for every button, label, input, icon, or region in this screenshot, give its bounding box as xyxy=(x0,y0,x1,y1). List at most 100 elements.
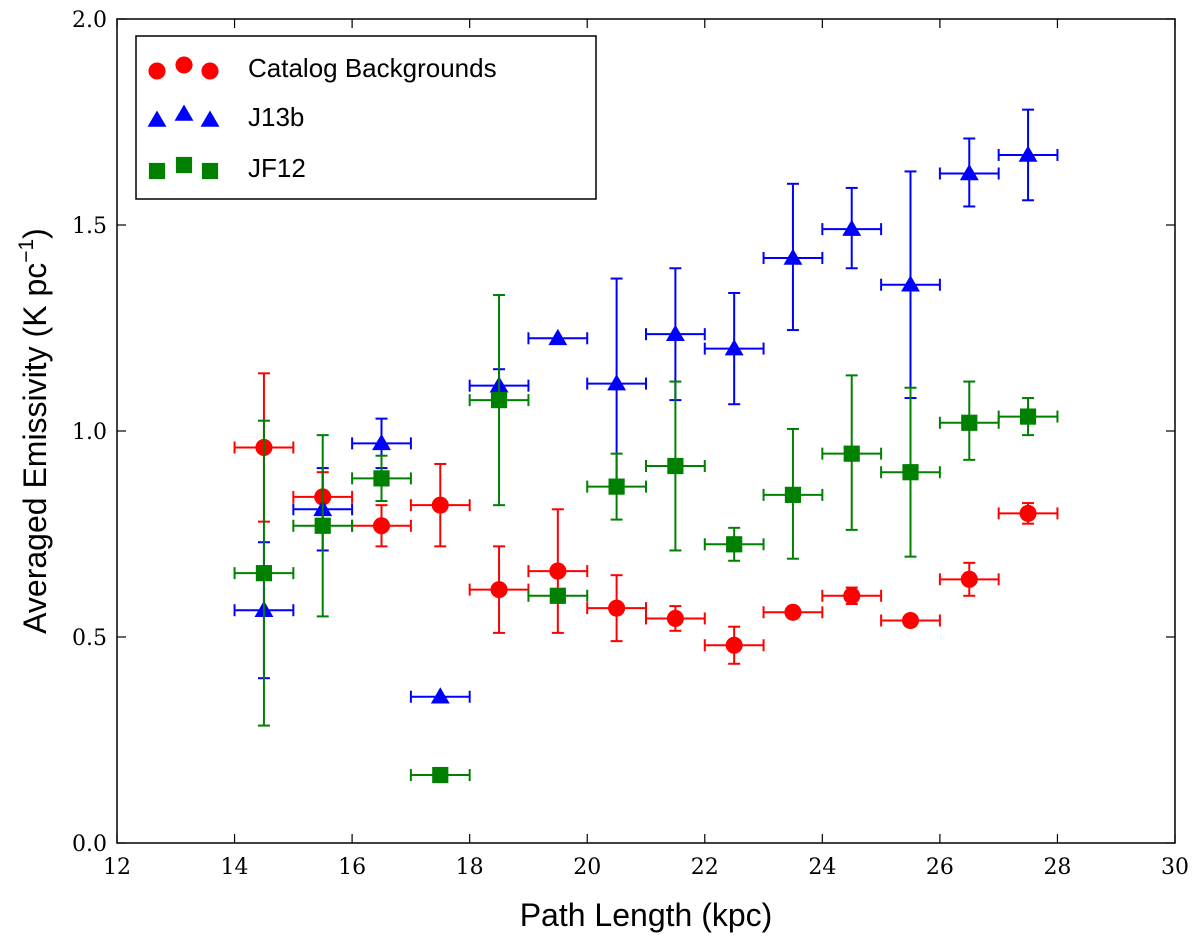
data-point xyxy=(468,545,530,634)
series-j13b xyxy=(233,108,1059,704)
triangle-marker xyxy=(548,328,568,346)
y-tick-label: 1.0 xyxy=(72,420,107,445)
triangle-marker xyxy=(607,374,627,391)
circle-marker xyxy=(960,570,978,588)
x-tick-label: 16 xyxy=(338,855,366,880)
circle-marker xyxy=(490,581,508,599)
circle-marker xyxy=(725,636,743,654)
triangle-marker xyxy=(842,219,862,236)
circle-marker xyxy=(1019,504,1037,522)
legend: Catalog Backgrounds J13b JF12 xyxy=(135,35,597,200)
circle-marker xyxy=(431,496,449,514)
legend-markers xyxy=(147,56,220,180)
data-point xyxy=(762,182,824,332)
square-marker xyxy=(843,445,860,462)
data-point xyxy=(997,108,1059,202)
data-point xyxy=(645,380,706,552)
y-axis-label-superscript: −1 xyxy=(15,239,38,263)
data-point xyxy=(645,605,706,632)
y-axis-label: Averaged Emissivity (K pc−1) xyxy=(15,228,53,634)
circle-marker xyxy=(843,587,861,605)
x-tick-label: 26 xyxy=(926,855,954,880)
legend-square-marker xyxy=(148,162,166,180)
square-marker xyxy=(902,464,919,481)
circle-marker xyxy=(666,609,684,628)
triangle-marker xyxy=(901,275,920,292)
data-point xyxy=(233,419,295,727)
circle-marker xyxy=(549,562,567,580)
x-tick-label: 14 xyxy=(221,855,249,880)
data-point xyxy=(762,427,824,560)
legend-markers-j13b xyxy=(147,104,220,127)
legend-circle-marker xyxy=(175,56,193,74)
x-tick-labels: 12 14 16 18 20 22 24 26 28 30 xyxy=(103,855,1189,880)
x-tick-label: 12 xyxy=(103,855,131,880)
data-point xyxy=(468,294,530,507)
legend-label-jf12: JF12 xyxy=(248,153,306,183)
square-marker xyxy=(726,536,743,553)
square-marker xyxy=(490,392,508,409)
series-jf12 xyxy=(233,294,1059,784)
circle-marker xyxy=(784,603,802,621)
triangle-marker xyxy=(372,433,391,451)
legend-circle-marker xyxy=(148,62,166,80)
legend-triangle-marker xyxy=(200,110,220,127)
y-tick-label: 0.5 xyxy=(72,626,107,651)
square-marker xyxy=(432,766,449,784)
axis-ticks xyxy=(116,18,1176,844)
data-point xyxy=(586,452,647,521)
data-point xyxy=(527,508,589,634)
legend-markers-catalog-backgrounds xyxy=(148,56,219,80)
x-tick-label: 20 xyxy=(573,855,601,880)
data-point xyxy=(292,434,354,618)
triangle-marker xyxy=(665,324,685,341)
triangle-marker xyxy=(783,248,803,265)
circle-marker xyxy=(372,517,391,535)
x-tick-label: 24 xyxy=(808,855,836,880)
square-marker xyxy=(961,414,978,431)
data-point xyxy=(586,574,647,643)
data-point xyxy=(409,462,471,548)
legend-markers-jf12 xyxy=(148,156,219,180)
y-axis-label-main: Averaged Emissivity (K pc xyxy=(17,263,53,634)
data-point xyxy=(997,397,1059,437)
square-marker xyxy=(784,486,802,503)
legend-triangle-marker xyxy=(174,104,194,121)
circle-marker xyxy=(608,599,626,617)
data-point xyxy=(703,291,765,406)
triangle-marker xyxy=(1018,145,1038,162)
data-point xyxy=(821,186,883,270)
y-tick-label: 1.5 xyxy=(72,214,107,239)
x-tick-label: 22 xyxy=(691,855,719,880)
data-point xyxy=(586,277,647,488)
data-point xyxy=(762,603,824,621)
triangle-marker xyxy=(430,687,450,704)
triangle-marker xyxy=(959,164,979,181)
data-point xyxy=(997,502,1059,525)
y-tick-label: 0.0 xyxy=(72,832,107,857)
square-marker xyxy=(549,587,566,604)
data-point xyxy=(821,374,883,531)
data-point xyxy=(409,766,471,784)
legend-label-catalog: Catalog Backgrounds xyxy=(248,53,497,83)
data-point xyxy=(821,586,883,606)
data-point xyxy=(351,454,412,503)
data-point xyxy=(880,611,941,630)
y-axis-label-close: ) xyxy=(17,228,53,239)
data-point xyxy=(938,561,1000,597)
square-marker xyxy=(667,457,684,475)
data-layer xyxy=(233,108,1059,784)
legend-triangle-marker xyxy=(147,110,167,127)
square-marker xyxy=(255,565,273,582)
x-tick-label: 28 xyxy=(1043,855,1071,880)
square-marker xyxy=(314,517,331,534)
circle-marker xyxy=(901,611,920,630)
y-tick-labels: 0.0 0.5 1.0 1.5 2.0 xyxy=(72,8,107,857)
data-point xyxy=(703,625,765,665)
x-tick-label: 30 xyxy=(1161,855,1189,880)
x-axis-label: Path Length (kpc) xyxy=(520,897,773,933)
data-point xyxy=(938,137,1000,208)
x-tick-label: 18 xyxy=(456,855,484,880)
data-point xyxy=(645,267,706,402)
